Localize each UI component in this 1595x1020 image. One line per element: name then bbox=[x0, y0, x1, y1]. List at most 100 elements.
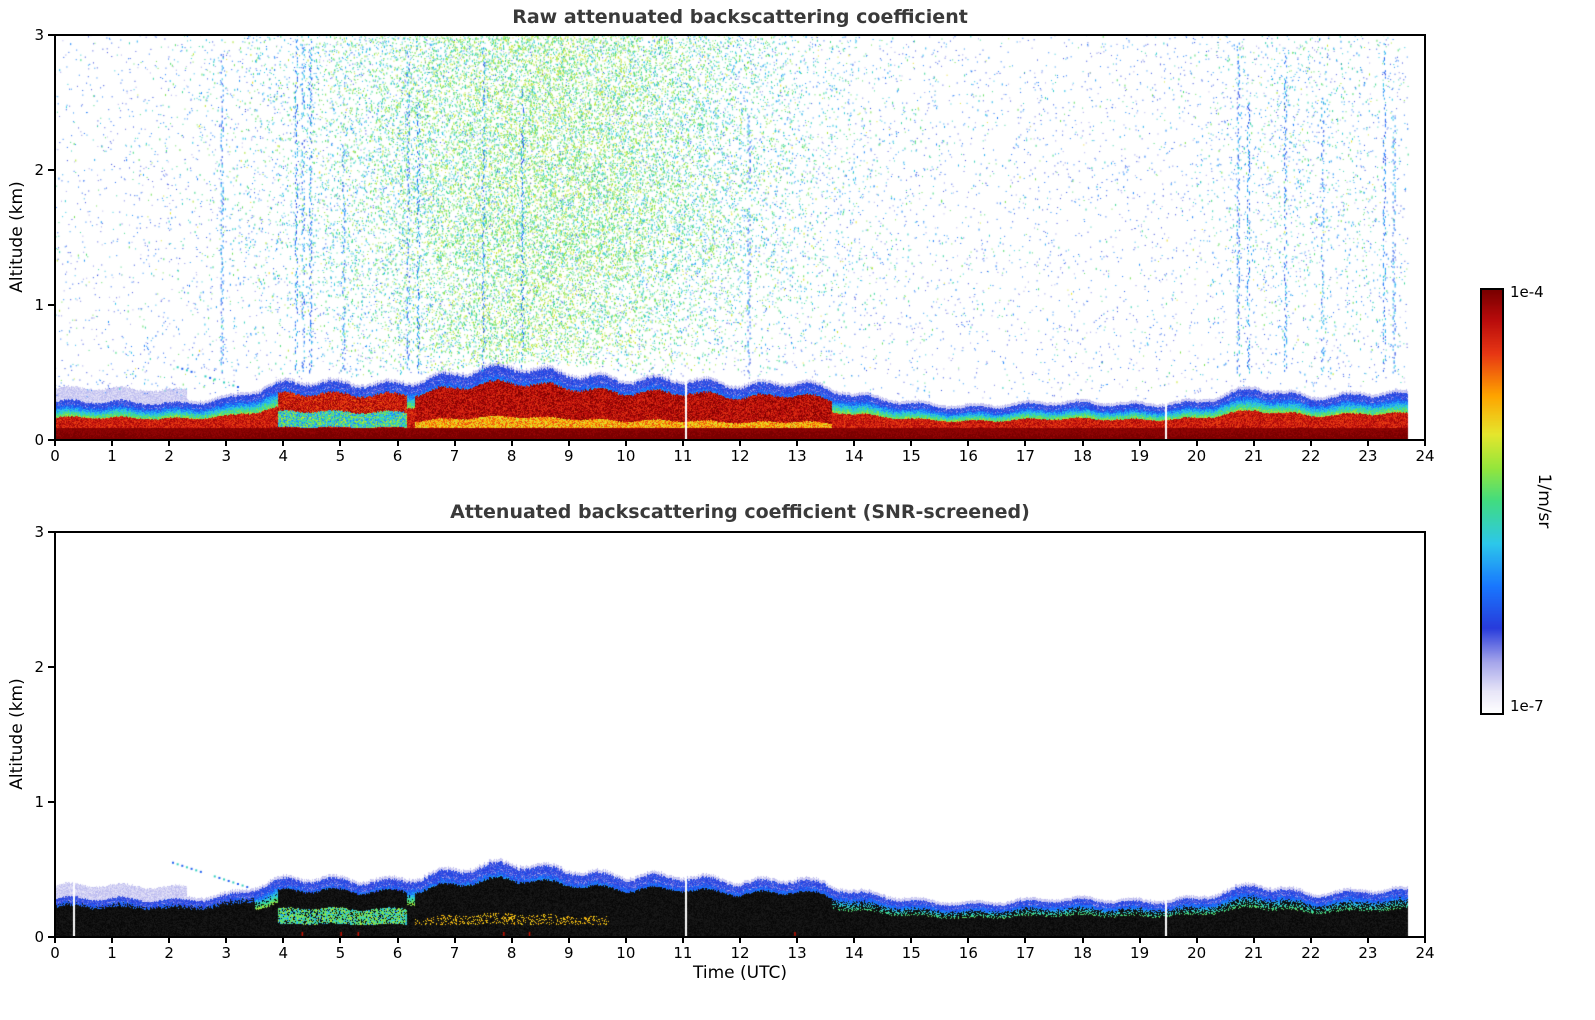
y-tick bbox=[48, 936, 54, 938]
x-tick-label: 12 bbox=[730, 944, 750, 962]
x-tick-label: 2 bbox=[164, 447, 174, 465]
x-tick bbox=[967, 938, 970, 943]
y-tick bbox=[48, 34, 54, 36]
x-tick-label: 22 bbox=[1301, 944, 1321, 962]
x-tick-label: 0 bbox=[50, 944, 60, 962]
x-tick-label: 6 bbox=[392, 944, 403, 962]
x-tick bbox=[567, 938, 570, 943]
x-tick-label: 15 bbox=[901, 944, 921, 962]
x-tick-label: 16 bbox=[958, 447, 978, 465]
x-tick-label: 1 bbox=[107, 447, 117, 465]
x-tick-label: 23 bbox=[1358, 447, 1378, 465]
x-tick bbox=[1081, 441, 1084, 446]
x-tick-label: 14 bbox=[844, 447, 864, 465]
x-tick-label: 19 bbox=[1130, 944, 1150, 962]
y-tick bbox=[48, 666, 54, 668]
x-tick bbox=[1309, 938, 1312, 943]
x-tick-label: 8 bbox=[506, 944, 517, 962]
x-tick bbox=[396, 938, 399, 943]
x-tick bbox=[510, 938, 513, 943]
x-tick bbox=[225, 441, 228, 446]
x-tick bbox=[1024, 441, 1027, 446]
x-tick-label: 23 bbox=[1358, 944, 1378, 962]
x-tick-label: 19 bbox=[1130, 447, 1150, 465]
x-tick bbox=[853, 441, 856, 446]
y-tick-label: 3 bbox=[34, 26, 44, 44]
x-tick-label: 2 bbox=[164, 944, 174, 962]
y-tick bbox=[48, 169, 54, 171]
x-tick-label: 21 bbox=[1244, 447, 1264, 465]
x-tick-label: 6 bbox=[392, 447, 403, 465]
x-tick bbox=[1424, 441, 1426, 446]
x-tick-label: 3 bbox=[221, 447, 232, 465]
x-tick-label: 0 bbox=[50, 447, 60, 465]
raw-heatmap-canvas bbox=[55, 35, 1425, 440]
x-tick-label: 7 bbox=[449, 447, 460, 465]
x-tick bbox=[739, 938, 741, 943]
y-tick-label: 2 bbox=[34, 658, 44, 676]
x-tick bbox=[510, 441, 513, 446]
x-tick bbox=[168, 938, 171, 943]
x-tick bbox=[1252, 938, 1255, 943]
y-tick-label: 0 bbox=[34, 431, 44, 449]
x-tick bbox=[624, 441, 627, 446]
x-tick-label: 20 bbox=[1187, 447, 1207, 465]
x-tick bbox=[1081, 938, 1084, 943]
x-tick-label: 3 bbox=[221, 944, 232, 962]
y-tick-label: 1 bbox=[34, 793, 44, 811]
y-tick bbox=[48, 304, 54, 306]
y-tick-label: 2 bbox=[34, 161, 44, 179]
x-tick bbox=[168, 441, 171, 446]
x-tick bbox=[567, 441, 570, 446]
x-tick bbox=[967, 441, 970, 446]
x-tick bbox=[1424, 938, 1426, 943]
x-tick bbox=[1309, 441, 1312, 446]
x-tick bbox=[681, 441, 684, 446]
x-tick bbox=[339, 441, 342, 446]
x-tick bbox=[796, 938, 799, 943]
x-tick bbox=[339, 938, 342, 943]
x-tick-label: 10 bbox=[616, 944, 636, 962]
x-tick-label: 18 bbox=[1072, 944, 1093, 962]
x-tick bbox=[453, 938, 456, 943]
x-tick-label: 4 bbox=[278, 447, 289, 465]
y-tick bbox=[48, 801, 54, 803]
y-tick-label: 1 bbox=[34, 296, 44, 314]
x-tick bbox=[111, 441, 114, 446]
colorbar-max-label: 1e-4 bbox=[1510, 283, 1544, 301]
x-tick bbox=[1366, 938, 1369, 943]
x-tick-label: 5 bbox=[335, 447, 346, 465]
x-tick-label: 14 bbox=[844, 944, 864, 962]
x-tick bbox=[1366, 441, 1369, 446]
x-tick bbox=[396, 441, 399, 446]
x-tick-label: 16 bbox=[958, 944, 978, 962]
x-tick-label: 5 bbox=[335, 944, 346, 962]
x-tick-label: 21 bbox=[1244, 944, 1264, 962]
x-tick bbox=[1024, 938, 1027, 943]
x-tick-label: 13 bbox=[787, 447, 807, 465]
x-tick bbox=[739, 441, 741, 446]
x-tick bbox=[225, 938, 228, 943]
x-tick-label: 20 bbox=[1187, 944, 1207, 962]
y-tick bbox=[48, 439, 54, 441]
x-tick-label: 11 bbox=[673, 447, 693, 465]
colorbar-unit-label: 1/m/sr bbox=[1534, 473, 1554, 529]
x-tick-label: 22 bbox=[1301, 447, 1321, 465]
x-tick bbox=[624, 938, 627, 943]
x-tick-label: 17 bbox=[1015, 944, 1035, 962]
x-tick-label: 1 bbox=[107, 944, 117, 962]
raw-ylabel: Altitude (km) bbox=[7, 181, 27, 293]
y-tick-label: 3 bbox=[34, 523, 44, 541]
x-tick bbox=[282, 441, 285, 446]
x-tick-label: 10 bbox=[616, 447, 636, 465]
x-tick-label: 24 bbox=[1415, 944, 1435, 962]
x-tick-label: 18 bbox=[1072, 447, 1093, 465]
x-tick bbox=[54, 441, 56, 446]
x-tick bbox=[853, 938, 856, 943]
y-tick bbox=[48, 531, 54, 533]
x-tick bbox=[681, 938, 684, 943]
x-tick bbox=[453, 441, 456, 446]
screened-panel-title: Attenuated backscattering coefficient (S… bbox=[450, 501, 1030, 523]
x-tick bbox=[282, 938, 285, 943]
